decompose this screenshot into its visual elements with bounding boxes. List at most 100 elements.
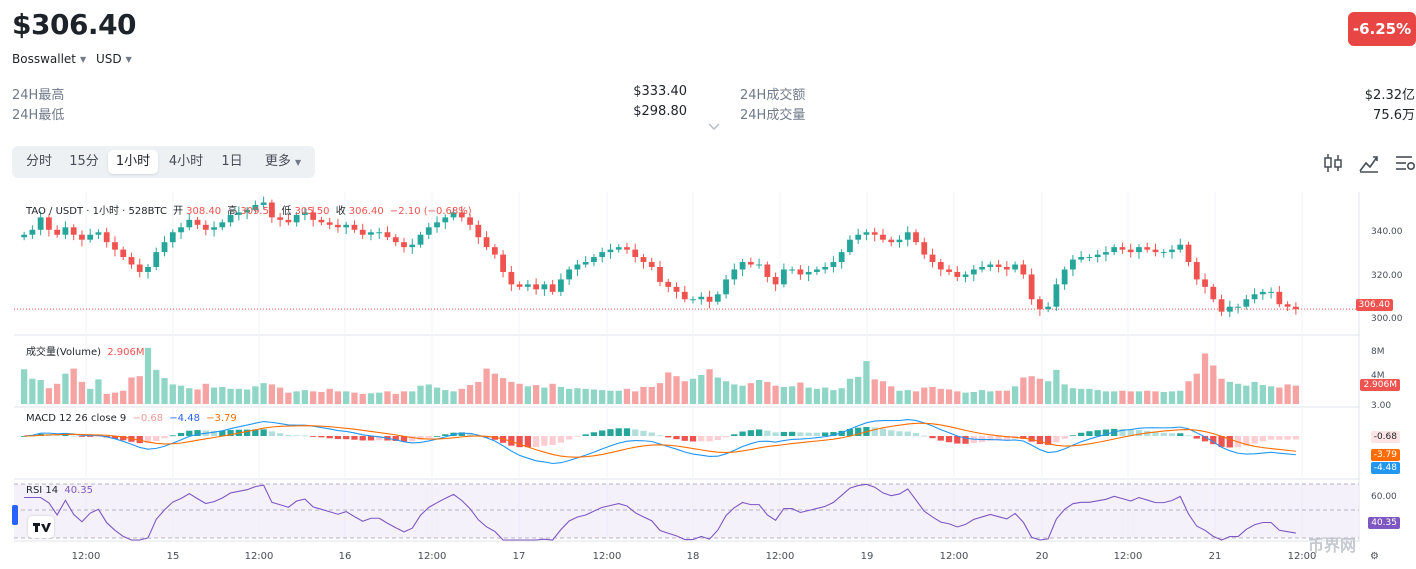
volume-bar	[376, 392, 383, 404]
candle-body	[987, 264, 994, 267]
candle-body	[558, 279, 564, 292]
tab-15m[interactable]: 15分	[69, 154, 99, 169]
macd-histogram-bar	[1284, 436, 1291, 440]
volume-bar	[607, 390, 614, 404]
macd-histogram-bar	[739, 431, 746, 436]
candle-body	[946, 269, 952, 272]
axis-settings-icon[interactable]: ⚙	[1370, 551, 1379, 562]
volume-bar	[153, 369, 160, 404]
close-label-chart: 收	[335, 206, 346, 217]
volume-bar	[210, 387, 218, 404]
macd-histogram-bar	[524, 436, 532, 448]
tab-1d[interactable]: 1日	[221, 154, 243, 169]
rsi-tag: 40.35	[1368, 517, 1400, 529]
candle-body	[169, 232, 176, 243]
volume-bar	[499, 378, 507, 404]
macd-histogram-bar	[260, 429, 267, 436]
macd-histogram-bar	[293, 435, 300, 437]
candle-body	[954, 271, 961, 277]
volume-bar	[177, 385, 185, 404]
vol-tick: 8M	[1371, 347, 1385, 357]
macd-signal-tag: -3.79	[1370, 449, 1400, 461]
candle-body	[318, 219, 325, 223]
macd-histogram-bar	[516, 436, 523, 448]
macd-legend: MACD 12 26 close 9 −0.68 −4.48 −3.79	[26, 413, 240, 424]
macd-histogram-bar	[318, 436, 325, 438]
settings-icon[interactable]	[1394, 152, 1416, 174]
volume-label: 24H成交量	[740, 108, 806, 123]
wallet-selector[interactable]: Bosswallet ▼	[12, 52, 86, 66]
volume-bar	[541, 387, 548, 404]
volume-bar	[1193, 373, 1200, 404]
volume-bar	[326, 388, 333, 404]
candle-body	[1070, 259, 1076, 270]
candle-body	[838, 252, 845, 263]
candle-body	[194, 219, 201, 225]
volume-bar	[1276, 387, 1283, 404]
volume-bar	[706, 369, 713, 404]
volume-bar	[458, 388, 465, 404]
candle-body	[904, 232, 911, 240]
rsi-band	[14, 484, 1359, 538]
price-chart[interactable]	[14, 192, 1416, 569]
macd-histogram-bar	[442, 434, 449, 436]
candle-body	[772, 276, 779, 285]
macd-histogram-bar	[648, 432, 655, 436]
tab-more[interactable]: 更多 ▼	[254, 150, 312, 174]
macd-histogram-bar	[276, 433, 284, 436]
expand-chevron-icon[interactable]	[707, 122, 721, 132]
macd-histogram-bar	[698, 436, 705, 442]
macd-histogram-bar	[632, 429, 639, 436]
candle-body	[409, 244, 416, 248]
indicator-icon[interactable]	[1358, 152, 1380, 174]
volume-bar	[268, 384, 276, 404]
candle-body	[1185, 244, 1192, 263]
macd-histogram-bar	[1135, 430, 1143, 436]
candle-body	[822, 267, 829, 270]
candle-body	[690, 299, 696, 301]
candle-body	[1086, 257, 1093, 259]
candle-body	[863, 232, 870, 235]
candle-body	[1053, 284, 1060, 307]
volume-bar	[772, 385, 779, 404]
volume-bar	[1102, 391, 1110, 404]
tab-1h[interactable]: 1小时	[108, 150, 158, 174]
volume-bar	[714, 377, 721, 404]
volume-bar	[227, 388, 234, 404]
candle-body	[615, 247, 622, 250]
candle-body	[830, 262, 837, 267]
volume-bar	[301, 390, 309, 404]
volume-bar	[442, 390, 449, 404]
candle-body	[244, 209, 250, 213]
candle-body	[995, 264, 1002, 267]
candle-body	[648, 262, 655, 267]
macd-histogram-bar	[458, 432, 465, 436]
signal-line	[24, 422, 1296, 458]
volume-bar	[879, 381, 887, 404]
macd-histogram-bar	[144, 436, 152, 444]
tab-4h[interactable]: 4小时	[168, 154, 204, 169]
volume-bar	[351, 392, 358, 404]
candle-body	[698, 296, 705, 300]
macd-histogram-bar	[830, 432, 837, 436]
scroll-handle[interactable]	[12, 505, 18, 525]
candles-icon[interactable]	[1322, 152, 1344, 174]
candle-body	[747, 262, 754, 265]
x-tick: 12:00	[939, 551, 969, 562]
macd-histogram-bar	[186, 430, 193, 436]
tradingview-logo[interactable]	[28, 516, 54, 538]
candle-body	[384, 232, 391, 238]
tab-timeline[interactable]: 分时	[25, 154, 52, 169]
candle-body	[1177, 244, 1184, 250]
currency-selector[interactable]: USD ▼	[96, 52, 132, 66]
volume-bar	[235, 388, 242, 404]
macd-histogram-bar	[995, 436, 1002, 441]
volume-bar	[78, 381, 86, 404]
volume-bar	[45, 388, 53, 404]
volume-bar	[1284, 384, 1291, 404]
macd-histogram-bar	[1003, 436, 1010, 440]
macd-histogram-bar	[879, 428, 887, 436]
macd-histogram-bar	[689, 436, 697, 442]
macd-histogram-bar	[582, 434, 589, 436]
candle-body	[62, 227, 69, 235]
